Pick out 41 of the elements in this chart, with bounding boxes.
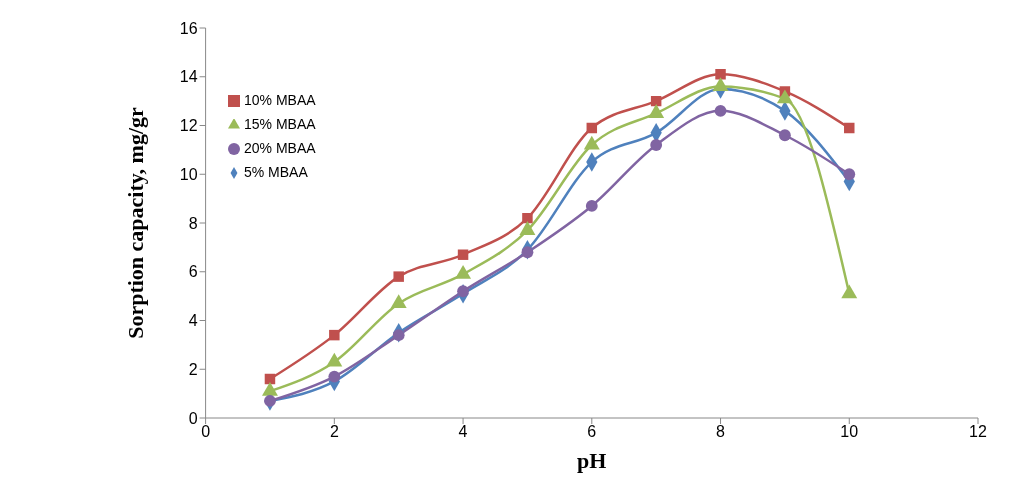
point xyxy=(457,285,469,298)
point xyxy=(457,249,469,260)
x-tick-label: 0 xyxy=(201,423,211,441)
y-tick-label: 2 xyxy=(188,360,198,378)
y-tick-label: 16 xyxy=(179,19,198,37)
x-axis-title: pH xyxy=(577,448,607,473)
point xyxy=(650,139,663,151)
x-tick-label: 4 xyxy=(458,423,468,441)
y-tick-label: 8 xyxy=(188,214,198,232)
y-tick-label: 12 xyxy=(179,117,198,135)
point xyxy=(778,129,791,142)
y-tick-label: 10 xyxy=(179,165,198,183)
point xyxy=(585,200,598,212)
point xyxy=(715,69,726,80)
point xyxy=(843,168,856,181)
point xyxy=(522,212,533,224)
y-tick-label: 6 xyxy=(188,263,198,281)
point xyxy=(712,77,729,92)
y-tick-label: 0 xyxy=(188,409,198,427)
legend-label: 20% MBAA xyxy=(244,140,316,156)
point xyxy=(393,271,404,282)
point xyxy=(264,395,276,407)
x-tick-label: 8 xyxy=(716,423,726,441)
y-axis-title: Sorption capacity, mg/gr xyxy=(123,106,149,339)
point xyxy=(844,122,855,134)
x-tick-label: 10 xyxy=(840,423,859,441)
y-tick-label: 4 xyxy=(188,312,198,330)
point xyxy=(392,329,405,342)
point xyxy=(521,246,534,259)
point xyxy=(586,122,598,134)
point xyxy=(328,370,341,383)
legend-label: 10% MBAA xyxy=(244,92,316,108)
point xyxy=(390,294,407,309)
point xyxy=(329,329,340,341)
x-tick-label: 2 xyxy=(329,423,339,441)
point xyxy=(714,104,727,117)
legend-label: 15% MBAA xyxy=(244,116,316,132)
x-tick-label: 6 xyxy=(587,423,597,441)
y-tick-label: 14 xyxy=(179,68,198,86)
legend-label: 5% MBAA xyxy=(244,164,308,180)
x-tick-label: 12 xyxy=(969,423,987,441)
